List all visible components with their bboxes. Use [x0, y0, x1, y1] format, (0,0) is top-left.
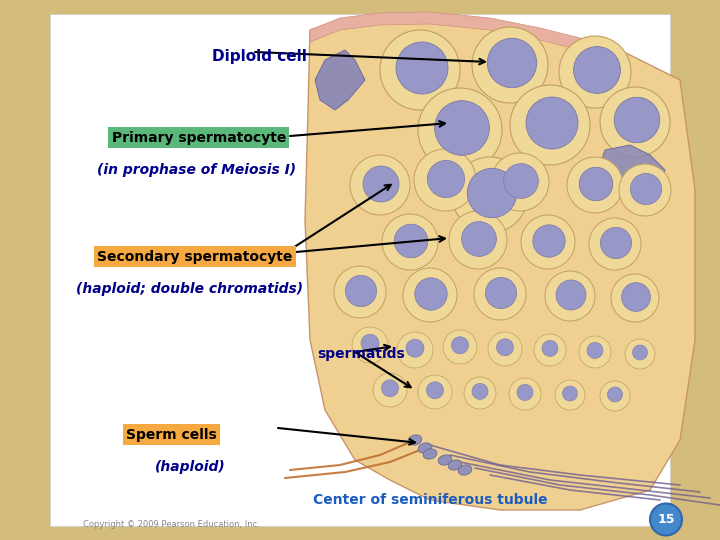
- Circle shape: [414, 149, 476, 211]
- Circle shape: [545, 271, 595, 321]
- Circle shape: [614, 97, 660, 143]
- Circle shape: [611, 274, 659, 322]
- Circle shape: [403, 268, 457, 322]
- Ellipse shape: [423, 449, 437, 459]
- Circle shape: [474, 268, 526, 320]
- Circle shape: [426, 382, 444, 399]
- Circle shape: [382, 214, 438, 270]
- Circle shape: [464, 377, 496, 409]
- Circle shape: [487, 38, 536, 87]
- Ellipse shape: [438, 455, 452, 465]
- Circle shape: [631, 173, 662, 205]
- Circle shape: [632, 345, 647, 360]
- Circle shape: [418, 88, 502, 172]
- Text: 15: 15: [657, 513, 675, 526]
- Circle shape: [559, 36, 631, 108]
- Circle shape: [406, 339, 424, 357]
- Circle shape: [350, 155, 410, 215]
- Text: spermatids: spermatids: [317, 347, 405, 361]
- Circle shape: [334, 266, 386, 318]
- Circle shape: [497, 339, 513, 356]
- Circle shape: [567, 157, 623, 213]
- Circle shape: [555, 380, 585, 410]
- Circle shape: [428, 160, 464, 198]
- Circle shape: [397, 332, 433, 368]
- Circle shape: [600, 381, 630, 411]
- Circle shape: [472, 383, 488, 400]
- Circle shape: [510, 85, 590, 165]
- Circle shape: [600, 227, 631, 259]
- Polygon shape: [315, 50, 365, 110]
- Polygon shape: [600, 145, 665, 195]
- Circle shape: [449, 211, 507, 269]
- Polygon shape: [310, 12, 620, 60]
- Circle shape: [418, 375, 452, 409]
- Polygon shape: [305, 15, 695, 510]
- Circle shape: [509, 378, 541, 410]
- Circle shape: [562, 386, 577, 401]
- Text: (in prophase of Meiosis I): (in prophase of Meiosis I): [97, 163, 297, 177]
- Circle shape: [435, 100, 490, 156]
- Circle shape: [517, 384, 533, 400]
- Circle shape: [650, 503, 682, 536]
- Circle shape: [608, 387, 623, 402]
- Circle shape: [533, 225, 565, 257]
- Circle shape: [587, 342, 603, 359]
- Circle shape: [526, 97, 578, 149]
- Text: Center of seminiferous tubule: Center of seminiferous tubule: [313, 492, 548, 507]
- Circle shape: [472, 27, 548, 103]
- Circle shape: [542, 340, 558, 356]
- Circle shape: [451, 337, 469, 354]
- Text: Diploid cell: Diploid cell: [212, 49, 307, 64]
- Text: Secondary spermatocyte: Secondary spermatocyte: [97, 249, 292, 264]
- Circle shape: [485, 278, 517, 308]
- Circle shape: [443, 330, 477, 364]
- Ellipse shape: [408, 435, 422, 445]
- Circle shape: [491, 153, 549, 211]
- Circle shape: [600, 87, 670, 157]
- Circle shape: [415, 278, 447, 310]
- Circle shape: [452, 157, 528, 233]
- Circle shape: [462, 221, 496, 256]
- Circle shape: [488, 332, 522, 366]
- Circle shape: [380, 30, 460, 110]
- Text: Sperm cells: Sperm cells: [126, 428, 217, 442]
- Circle shape: [534, 334, 566, 366]
- Text: Primary spermatocyte: Primary spermatocyte: [112, 131, 286, 145]
- Circle shape: [395, 224, 428, 258]
- Circle shape: [579, 336, 611, 368]
- Circle shape: [363, 166, 399, 202]
- Ellipse shape: [448, 460, 462, 470]
- Circle shape: [382, 380, 398, 397]
- Circle shape: [373, 373, 407, 407]
- Circle shape: [589, 218, 641, 270]
- Circle shape: [556, 280, 586, 310]
- Circle shape: [621, 282, 650, 312]
- Ellipse shape: [418, 443, 432, 453]
- Circle shape: [579, 167, 613, 201]
- Ellipse shape: [458, 465, 472, 475]
- Text: (haploid): (haploid): [155, 460, 225, 474]
- Circle shape: [574, 46, 621, 93]
- Circle shape: [361, 334, 379, 352]
- Text: Copyright © 2009 Pearson Education, Inc.: Copyright © 2009 Pearson Education, Inc.: [83, 521, 260, 529]
- Circle shape: [346, 275, 377, 307]
- Circle shape: [619, 164, 671, 216]
- Circle shape: [503, 164, 539, 198]
- Text: (haploid; double chromatids): (haploid; double chromatids): [76, 282, 302, 296]
- Circle shape: [521, 215, 575, 269]
- Circle shape: [467, 168, 517, 218]
- Circle shape: [625, 339, 655, 369]
- FancyBboxPatch shape: [50, 14, 670, 526]
- Circle shape: [352, 327, 388, 363]
- Circle shape: [396, 42, 448, 94]
